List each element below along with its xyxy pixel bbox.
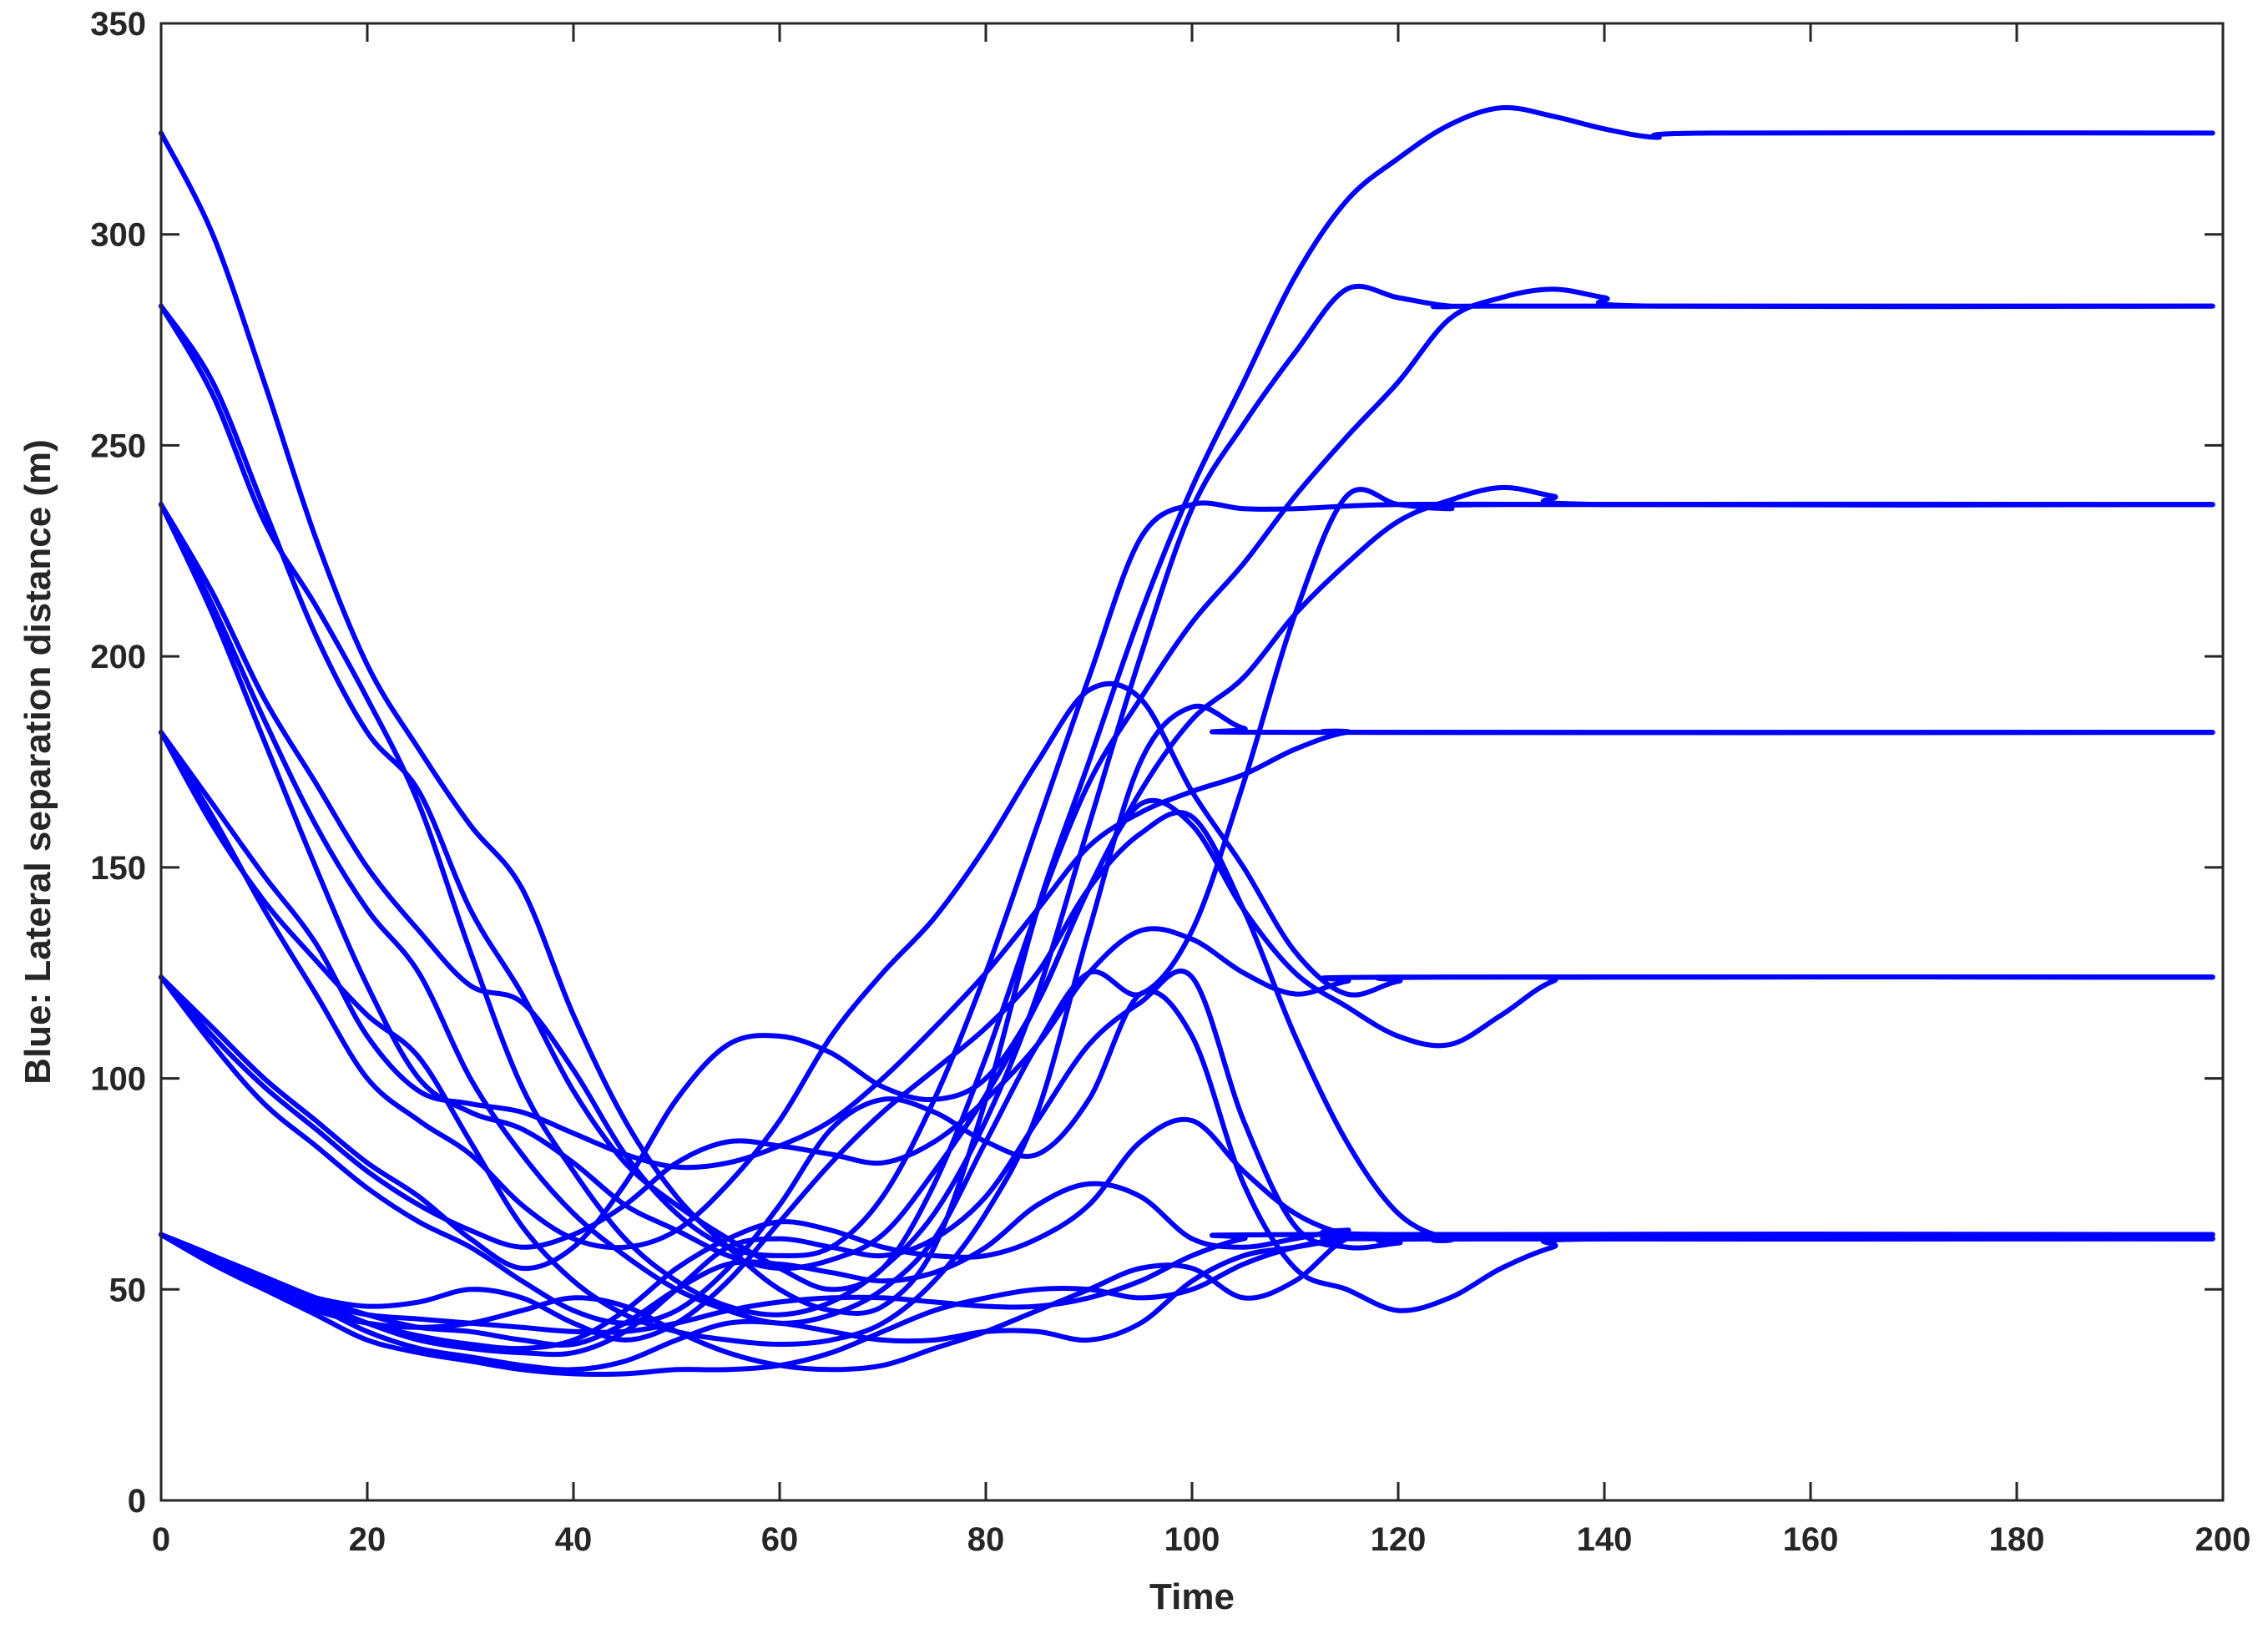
series-line-4	[159, 500, 2215, 1258]
y-tick-label: 200	[90, 639, 146, 675]
series-line-10	[159, 797, 2215, 1272]
y-tick-label: 50	[109, 1272, 147, 1308]
x-tick-label: 180	[1989, 1521, 2045, 1558]
series-line-1	[159, 104, 2215, 1316]
x-axis-title: Time	[1149, 1576, 1235, 1617]
series-layer	[159, 104, 2215, 1377]
series-line-6	[159, 484, 2215, 1272]
series-line-15	[159, 1181, 2215, 1348]
x-tick-label: 120	[1371, 1521, 1427, 1558]
y-tick-label: 300	[90, 217, 146, 254]
series-line-2	[159, 286, 2215, 1292]
x-tick-label: 140	[1577, 1521, 1633, 1558]
tick-layer: 0 20 40 60 80 100 120 140 160 180 200 0 50 100 150 200 2…	[90, 6, 2250, 1558]
series-line-12	[159, 974, 2215, 1326]
x-tick-label: 40	[555, 1521, 593, 1558]
x-tick-label: 60	[761, 1521, 799, 1558]
y-tick-label: 350	[90, 6, 146, 43]
series-line-8	[159, 680, 2215, 1251]
series-line-13	[159, 809, 2215, 1343]
series-line-11	[159, 926, 2215, 1250]
series-line-18	[159, 1232, 2215, 1335]
y-tick-label: 150	[90, 850, 146, 887]
x-tick-label: 80	[967, 1521, 1005, 1558]
series-line-20	[159, 1116, 2215, 1352]
x-tick-label: 200	[2195, 1521, 2251, 1558]
y-tick-label: 0	[128, 1483, 146, 1520]
x-tick-label: 0	[152, 1521, 170, 1558]
x-tick-label: 160	[1783, 1521, 1839, 1558]
x-tick-label: 20	[349, 1521, 386, 1558]
y-axis-title: Blue: Lateral separation distance (m)	[18, 439, 58, 1085]
y-tick-label: 250	[90, 427, 146, 464]
x-tick-label: 100	[1164, 1521, 1220, 1558]
series-line-9	[159, 703, 2215, 1347]
series-line-14	[159, 969, 2215, 1358]
y-tick-label: 100	[90, 1061, 146, 1098]
series-line-3	[159, 283, 2215, 1318]
